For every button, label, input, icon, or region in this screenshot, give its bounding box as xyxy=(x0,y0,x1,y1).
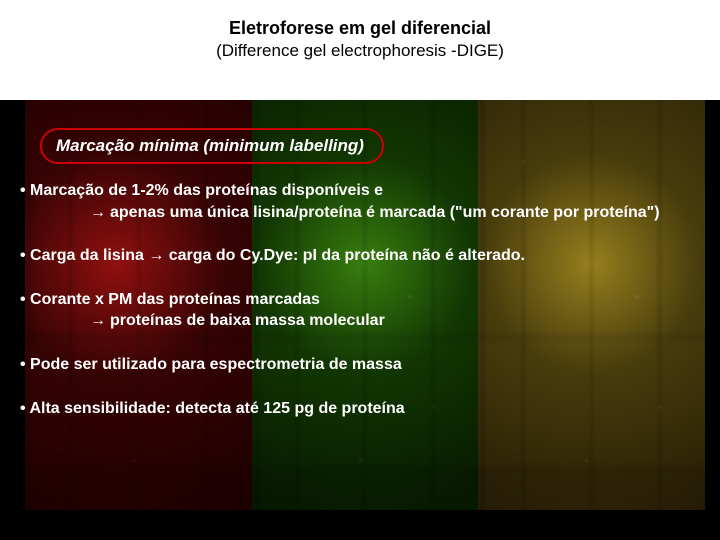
bullet-item: • Carga da lisina → carga do Cy.Dye: pI … xyxy=(20,245,710,267)
bullet-item: • Marcação de 1-2% das proteínas disponí… xyxy=(20,180,710,223)
page-subtitle: (Difference gel electrophoresis -DIGE) xyxy=(0,41,720,61)
header: Eletroforese em gel diferencial (Differe… xyxy=(0,18,720,61)
bullet-line: • Corante x PM das proteínas marcadas xyxy=(20,289,710,311)
arrow-icon: → xyxy=(90,310,110,332)
bullet-item: • Corante x PM das proteínas marcadas →p… xyxy=(20,289,710,332)
bullet-subline-text: proteínas de baixa massa molecular xyxy=(110,312,385,329)
bullet-line: • Marcação de 1-2% das proteínas disponí… xyxy=(20,180,710,202)
bullet-line: • Alta sensibilidade: detecta até 125 pg… xyxy=(20,398,710,420)
page-title: Eletroforese em gel diferencial xyxy=(0,18,720,39)
bullet-subline: →proteínas de baixa massa molecular xyxy=(20,310,710,332)
subheading-text: Marcação mínima (minimum labelling) xyxy=(56,136,364,155)
bullet-line: • Carga da lisina → carga do Cy.Dye: pI … xyxy=(20,245,710,267)
subheading-box: Marcação mínima (minimum labelling) xyxy=(40,128,384,164)
bullet-line: • Pode ser utilizado para espectrometria… xyxy=(20,354,710,376)
bullet-item: • Alta sensibilidade: detecta até 125 pg… xyxy=(20,398,710,420)
bullet-subline-text: apenas uma única lisina/proteína é marca… xyxy=(110,204,660,221)
bullet-subline: →apenas uma única lisina/proteína é marc… xyxy=(20,202,710,224)
arrow-icon: → xyxy=(90,202,110,224)
bullet-item: • Pode ser utilizado para espectrometria… xyxy=(20,354,710,376)
bullet-list: • Marcação de 1-2% das proteínas disponí… xyxy=(20,180,710,441)
